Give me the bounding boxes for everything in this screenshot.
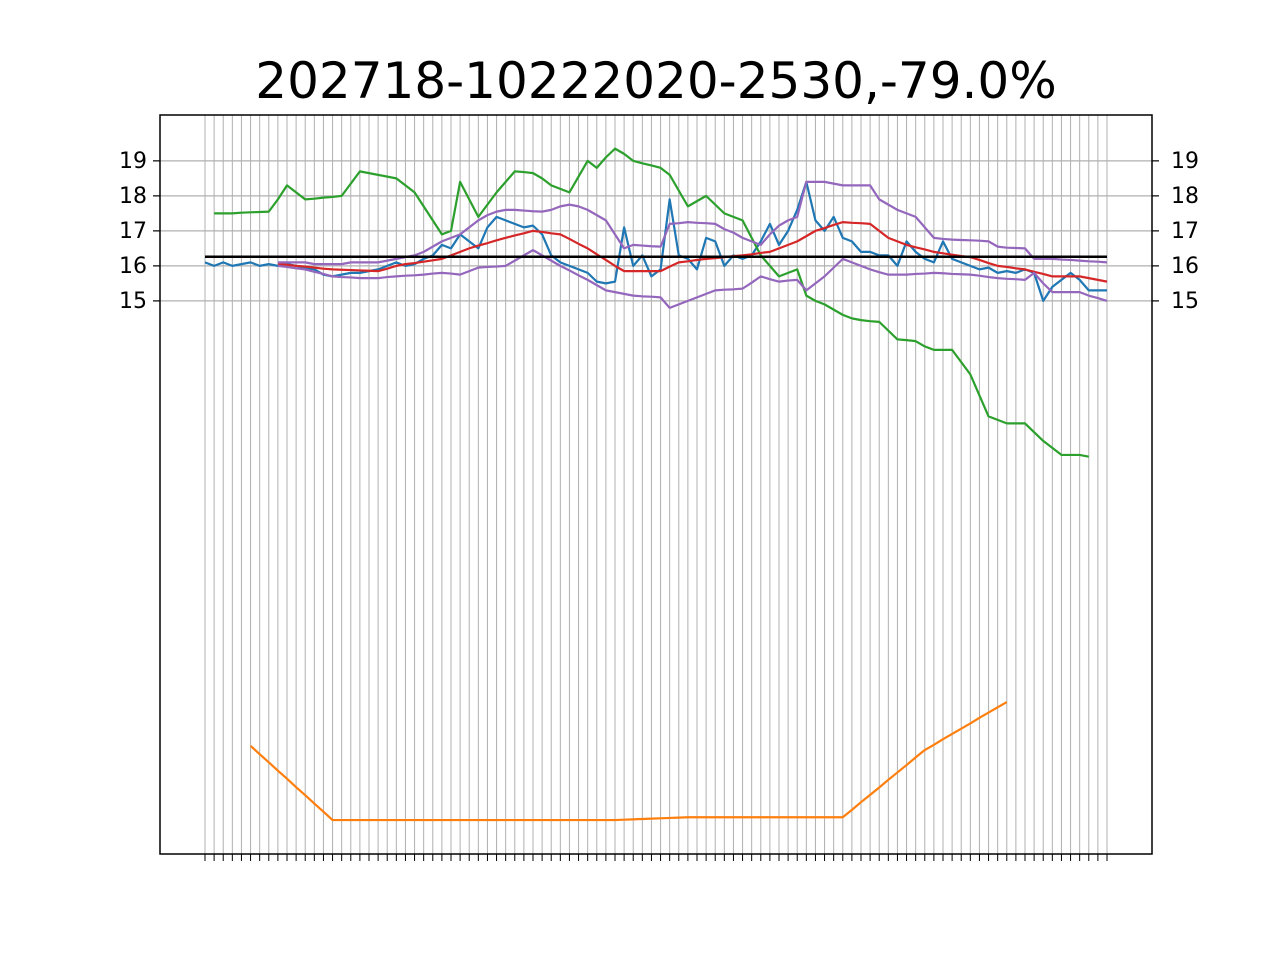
series-line	[277, 249, 1108, 309]
series-line	[214, 147, 1089, 458]
series-line	[249, 701, 1008, 822]
y-tick-label: 15	[119, 289, 147, 314]
y-tick-label: 18	[119, 184, 147, 209]
y-tick-label: 16	[119, 254, 147, 279]
y-tick-label: 19	[119, 149, 147, 174]
series-line	[277, 180, 1108, 266]
y2-tick-label: 16	[1171, 254, 1199, 279]
axes-frame	[159, 114, 1153, 855]
y2-tick-label: 15	[1171, 289, 1199, 314]
chart-title: 202718-10222020-2530,-79.0%	[255, 52, 1056, 110]
y2-tick-label: 17	[1171, 219, 1199, 244]
plot-area	[204, 147, 1108, 822]
y-tick-label: 17	[119, 219, 147, 244]
grid: 15 16 17 18 19 15 16 17 18 19	[119, 115, 1199, 861]
y2-tick-label: 19	[1171, 149, 1199, 174]
series-line	[204, 180, 1107, 302]
y2-tick-label: 18	[1171, 184, 1199, 209]
